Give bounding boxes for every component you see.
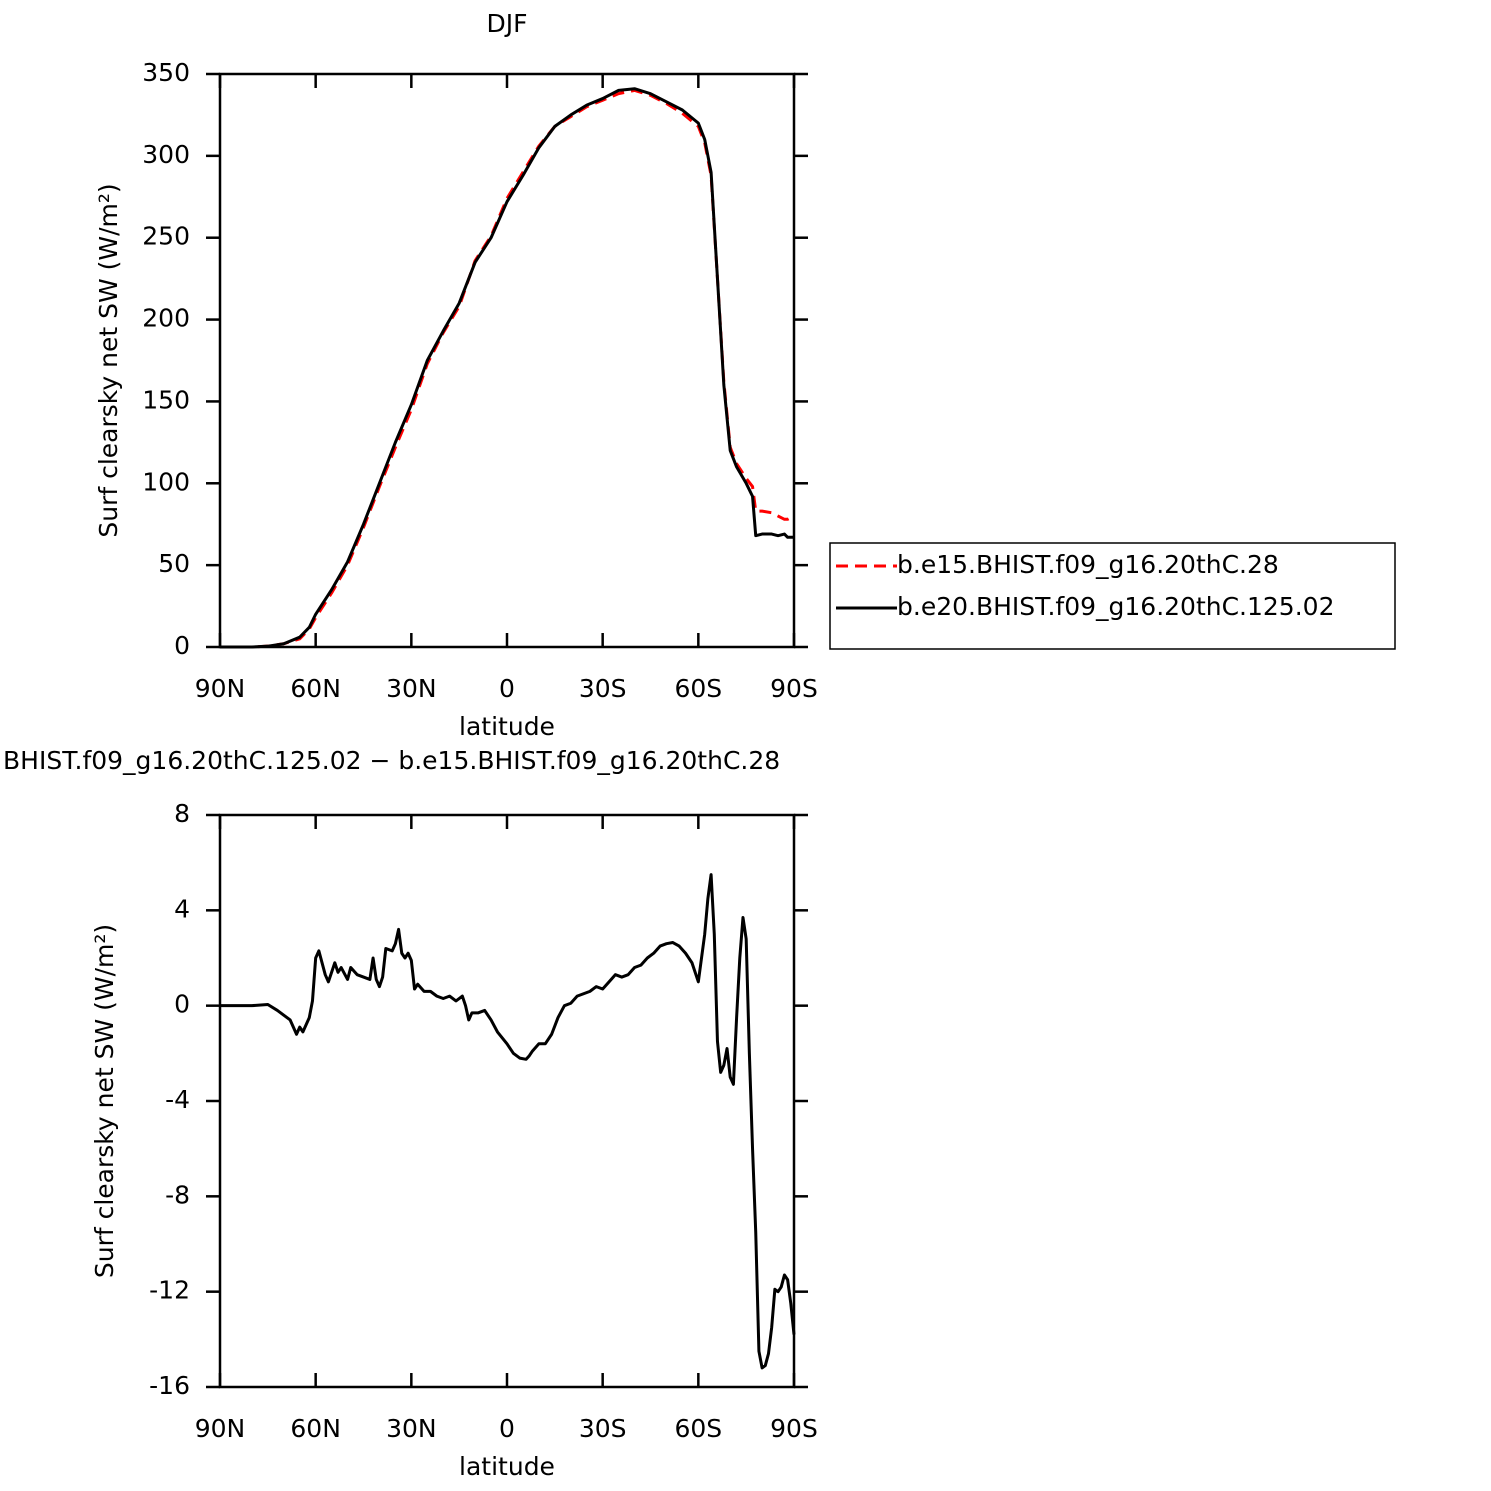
data-line [220, 873, 796, 1370]
x-tick-label: 30S [579, 1414, 627, 1443]
x-tick-label: 60N [290, 1414, 341, 1443]
x-tick-label: 30N [386, 1414, 437, 1443]
x-axis-label: latitude [459, 712, 555, 741]
y-tick-label: -8 [165, 1180, 190, 1209]
y-tick-label: 0 [174, 631, 190, 660]
x-tick-label: 0 [499, 674, 515, 703]
x-tick-label: 60S [674, 674, 722, 703]
plot-frame [218, 72, 796, 649]
y-tick-label: -12 [149, 1276, 190, 1305]
y-tick-label: -16 [149, 1371, 190, 1400]
x-tick-label: 60S [674, 1414, 722, 1443]
y-tick-label: 300 [142, 140, 190, 169]
x-tick-label: 30N [386, 674, 437, 703]
x-tick-label: 90S [770, 1414, 818, 1443]
y-tick-label: 4 [174, 894, 190, 923]
y-tick-label: 50 [158, 549, 190, 578]
y-tick-label: 8 [174, 799, 190, 828]
data-line [220, 88, 795, 649]
chart-title: BHIST.f09_g16.20thC.125.02 − b.e15.BHIST… [3, 746, 780, 775]
y-axis-label: Surf clearsky net SW (W/m²) [94, 183, 123, 537]
data-line [220, 87, 794, 649]
y-axis-label: Surf clearsky net SW (W/m²) [90, 924, 119, 1278]
y-tick-label: 250 [142, 222, 190, 251]
legend-label: b.e15.BHIST.f09_g16.20thC.28 [897, 550, 1279, 579]
y-tick-label: 150 [142, 385, 190, 414]
y-tick-label: -4 [165, 1085, 190, 1114]
x-tick-label: 90S [770, 674, 818, 703]
x-tick-label: 60N [290, 674, 341, 703]
x-tick-label: 0 [499, 1414, 515, 1443]
y-tick-label: 200 [142, 304, 190, 333]
chart-title: DJF [486, 9, 527, 38]
x-axis-label: latitude [459, 1452, 555, 1481]
x-tick-label: 90N [195, 674, 246, 703]
legend-label: b.e20.BHIST.f09_g16.20thC.125.02 [897, 592, 1334, 621]
x-tick-label: 90N [195, 1414, 246, 1443]
y-tick-label: 0 [174, 990, 190, 1019]
plot-frame [218, 813, 796, 1389]
x-tick-label: 30S [579, 674, 627, 703]
legend-box [829, 542, 1396, 650]
y-tick-label: 350 [142, 58, 190, 87]
y-tick-label: 100 [142, 467, 190, 496]
